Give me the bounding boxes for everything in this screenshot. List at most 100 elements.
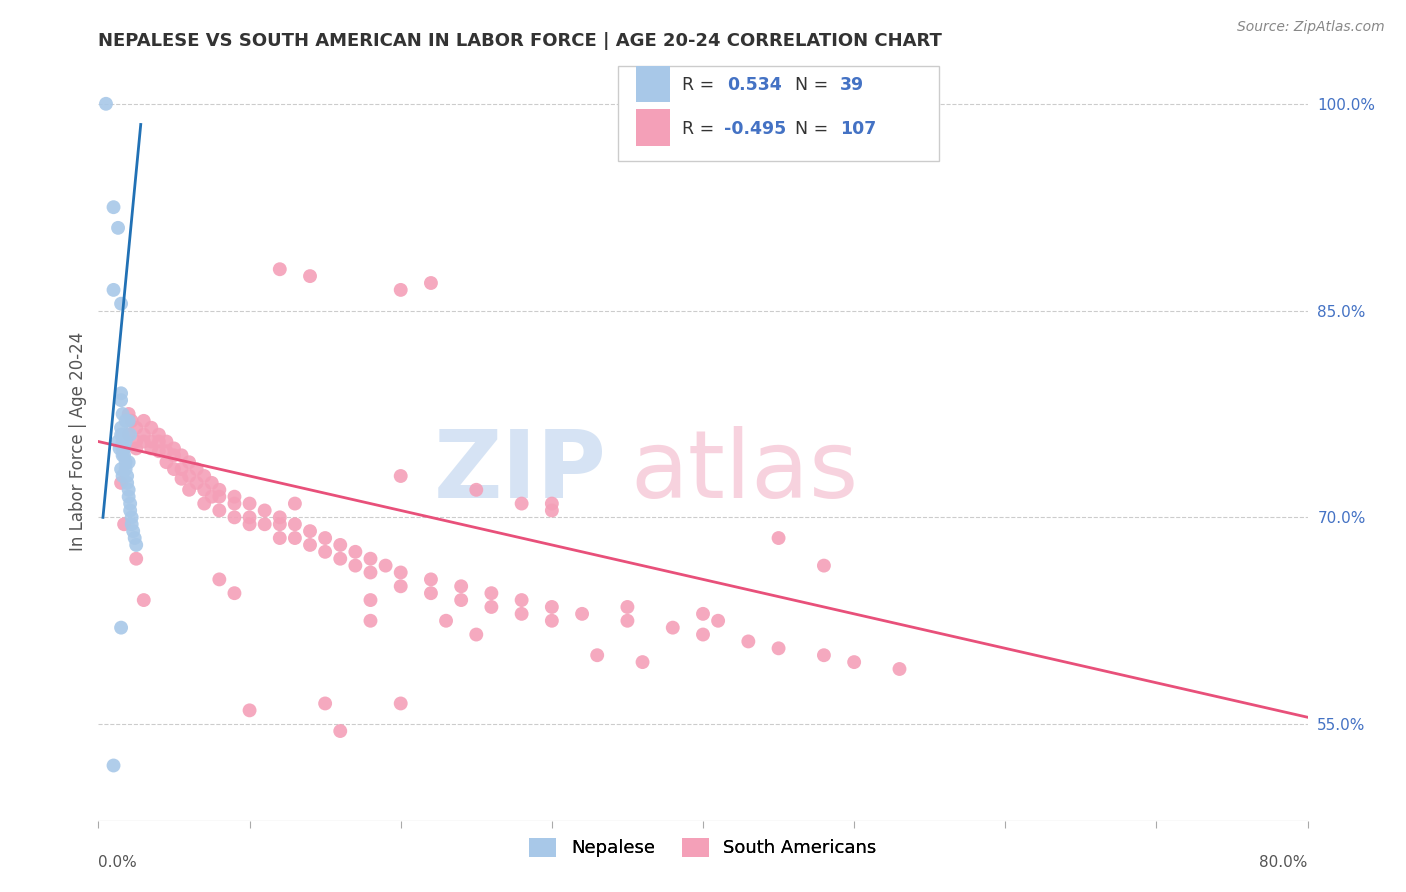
Point bbox=[465, 483, 488, 497]
Point bbox=[120, 503, 142, 517]
Point bbox=[125, 538, 148, 552]
Point bbox=[481, 586, 503, 600]
Point bbox=[616, 599, 638, 614]
Point bbox=[299, 269, 322, 284]
Point bbox=[768, 641, 790, 656]
Point bbox=[118, 490, 141, 504]
Point bbox=[110, 462, 132, 476]
Point bbox=[148, 434, 170, 449]
Point bbox=[122, 524, 145, 538]
Point bbox=[170, 462, 193, 476]
Point bbox=[193, 469, 215, 483]
Point bbox=[360, 566, 382, 580]
FancyBboxPatch shape bbox=[637, 66, 671, 102]
Point bbox=[108, 442, 131, 456]
Point bbox=[112, 442, 135, 456]
Point bbox=[110, 386, 132, 401]
Point bbox=[540, 599, 562, 614]
Point bbox=[112, 517, 135, 532]
Point bbox=[107, 434, 129, 449]
Point bbox=[208, 483, 231, 497]
Text: NEPALESE VS SOUTH AMERICAN IN LABOR FORCE | AGE 20-24 CORRELATION CHART: NEPALESE VS SOUTH AMERICAN IN LABOR FORC… bbox=[98, 32, 942, 50]
Point bbox=[239, 510, 262, 524]
Point bbox=[284, 531, 307, 545]
Point bbox=[120, 427, 142, 442]
Point bbox=[125, 421, 148, 435]
Point bbox=[112, 448, 135, 462]
Text: 107: 107 bbox=[839, 120, 876, 138]
Point bbox=[616, 614, 638, 628]
Point bbox=[103, 758, 125, 772]
Point bbox=[141, 442, 163, 456]
Point bbox=[374, 558, 396, 573]
Point bbox=[103, 200, 125, 214]
Point bbox=[114, 414, 136, 428]
Point bbox=[239, 497, 262, 511]
Text: R =: R = bbox=[682, 77, 720, 95]
Point bbox=[299, 538, 322, 552]
Point bbox=[360, 551, 382, 566]
Point bbox=[481, 599, 503, 614]
Point bbox=[179, 469, 201, 483]
Text: N =: N = bbox=[794, 77, 834, 95]
Point bbox=[148, 444, 170, 458]
Text: R =: R = bbox=[682, 120, 720, 138]
Point bbox=[155, 434, 177, 449]
Point bbox=[115, 469, 138, 483]
Point bbox=[155, 455, 177, 469]
Point bbox=[163, 448, 186, 462]
Point bbox=[253, 503, 276, 517]
Point bbox=[692, 607, 714, 621]
Text: 0.0%: 0.0% bbox=[98, 855, 138, 870]
Point bbox=[186, 462, 208, 476]
Point bbox=[121, 517, 143, 532]
Point bbox=[737, 634, 759, 648]
Text: 0.534: 0.534 bbox=[727, 77, 782, 95]
Point bbox=[110, 296, 132, 310]
Point bbox=[110, 621, 132, 635]
Point bbox=[224, 490, 246, 504]
Point bbox=[125, 551, 148, 566]
Point bbox=[224, 586, 246, 600]
Point bbox=[124, 531, 146, 545]
FancyBboxPatch shape bbox=[619, 66, 939, 161]
Point bbox=[389, 579, 412, 593]
Point bbox=[118, 427, 141, 442]
Point bbox=[450, 579, 472, 593]
Text: N =: N = bbox=[794, 120, 834, 138]
Text: ZIP: ZIP bbox=[433, 425, 606, 518]
Point bbox=[111, 448, 134, 462]
Point bbox=[115, 475, 138, 490]
Point bbox=[120, 497, 142, 511]
Point bbox=[768, 531, 790, 545]
Point bbox=[114, 455, 136, 469]
Point bbox=[631, 655, 654, 669]
Point bbox=[510, 593, 533, 607]
Point bbox=[132, 427, 155, 442]
Point bbox=[450, 593, 472, 607]
Point bbox=[389, 469, 412, 483]
Point bbox=[269, 262, 291, 277]
Point bbox=[692, 627, 714, 641]
Point bbox=[170, 448, 193, 462]
Text: -0.495: -0.495 bbox=[724, 120, 786, 138]
Point bbox=[329, 538, 352, 552]
Point bbox=[132, 434, 155, 449]
Point bbox=[114, 434, 136, 449]
Point bbox=[193, 497, 215, 511]
Point bbox=[510, 497, 533, 511]
Point bbox=[141, 434, 163, 449]
Point bbox=[314, 545, 336, 559]
Point bbox=[329, 724, 352, 739]
Point bbox=[111, 469, 134, 483]
Point bbox=[110, 421, 132, 435]
Point bbox=[434, 614, 457, 628]
Point bbox=[813, 558, 835, 573]
Point bbox=[118, 407, 141, 421]
Point bbox=[284, 517, 307, 532]
Point bbox=[118, 483, 141, 497]
Point bbox=[125, 434, 148, 449]
Point bbox=[110, 475, 132, 490]
Point bbox=[148, 427, 170, 442]
Point bbox=[170, 472, 193, 486]
